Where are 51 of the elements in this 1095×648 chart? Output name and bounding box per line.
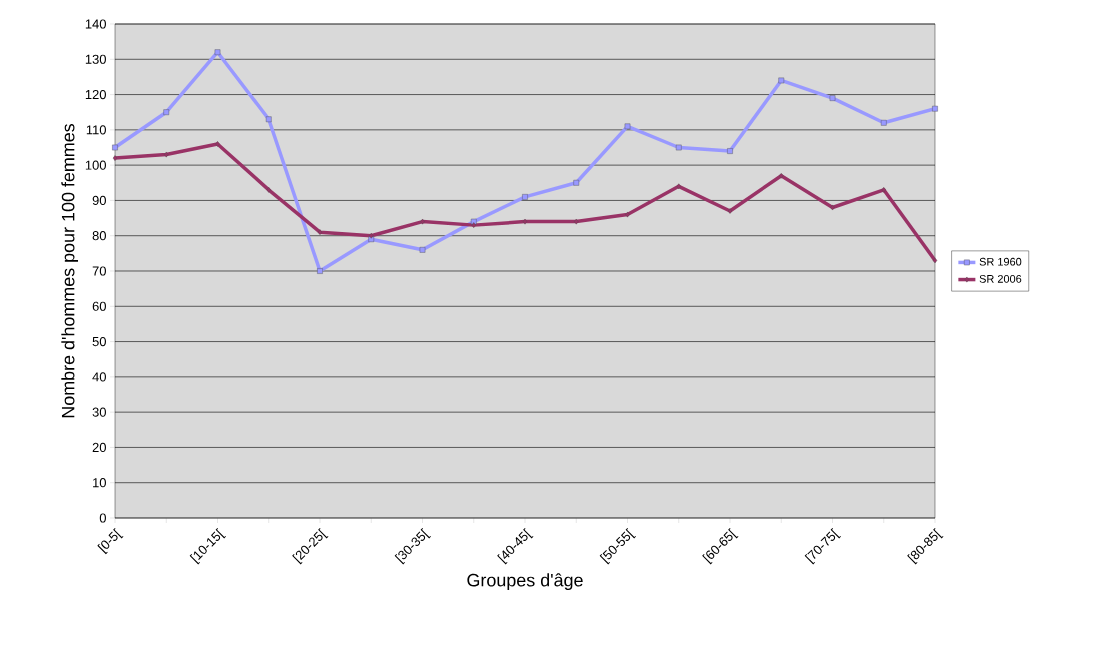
point — [625, 211, 630, 218]
y-tick-label: 120 — [85, 89, 106, 100]
point — [573, 179, 580, 186]
point — [471, 222, 476, 228]
y-axis-title: Nombre d'hommes pour 100 femmes — [61, 123, 79, 418]
point — [420, 218, 425, 225]
point — [522, 194, 528, 200]
point — [369, 232, 374, 239]
point — [164, 151, 169, 158]
y-tick-label: 100 — [85, 160, 106, 170]
point — [317, 229, 323, 235]
y-tick-label: 50 — [92, 336, 106, 347]
point — [779, 172, 784, 179]
point — [419, 247, 426, 253]
point — [829, 95, 836, 101]
point — [830, 204, 835, 211]
y-tick-label: 130 — [85, 54, 106, 64]
legend-label: SR 1960 — [979, 257, 1022, 266]
y-tick-label: 40 — [92, 372, 106, 382]
point — [112, 144, 118, 151]
y-tick-label: 90 — [92, 195, 106, 206]
point — [778, 77, 785, 84]
y-tick-label: 70 — [92, 266, 106, 276]
point — [932, 105, 938, 112]
point — [163, 109, 170, 116]
point — [675, 144, 682, 151]
y-tick-label: 20 — [92, 442, 106, 453]
point — [214, 49, 221, 56]
point — [265, 116, 272, 123]
y-tick-label: 10 — [93, 478, 106, 488]
point — [215, 141, 220, 147]
point — [676, 183, 681, 190]
point — [880, 120, 887, 126]
y-tick-label: 80 — [92, 231, 106, 241]
point — [727, 148, 733, 154]
point — [624, 123, 631, 130]
y-tick-label: 60 — [92, 301, 106, 311]
point — [881, 187, 886, 193]
point — [112, 155, 118, 161]
point — [266, 187, 271, 193]
legend-label: SR 2006 — [979, 275, 1022, 283]
point — [522, 218, 528, 225]
y-tick-label: 30 — [92, 407, 106, 417]
point — [727, 208, 733, 214]
x-axis-title: Groupes d'âge — [467, 573, 583, 591]
point — [317, 268, 323, 274]
y-tick-label: 140 — [85, 19, 106, 29]
point — [932, 257, 938, 264]
y-tick-label: 0 — [99, 513, 106, 523]
y-tick-label: 110 — [86, 125, 106, 135]
point — [574, 218, 579, 225]
